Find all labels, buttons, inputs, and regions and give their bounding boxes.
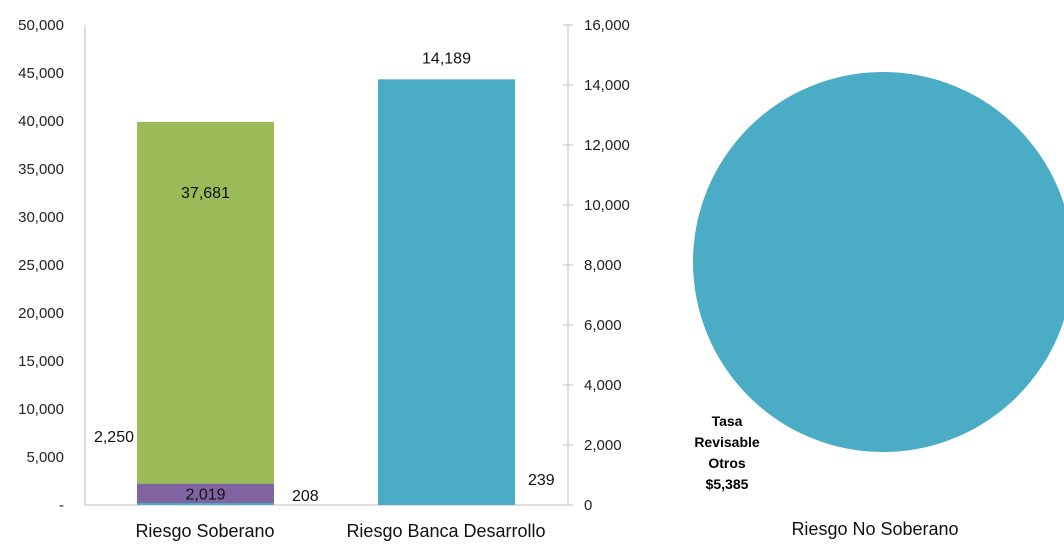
left-axis-ticks: - 5,000 10,000 15,000 20,000 25,000 30,000 35,0… xyxy=(18,17,64,514)
bar-series xyxy=(137,79,515,505)
data-label: 239 xyxy=(528,472,555,489)
left-tick-label: 15,000 xyxy=(18,353,64,370)
left-tick-label: 25,000 xyxy=(18,257,64,274)
pie-slice-label: Tasa xyxy=(712,413,743,429)
bar-segment xyxy=(137,121,274,484)
bar-segment xyxy=(378,79,515,505)
pie-slice-label: Otros xyxy=(708,455,746,471)
left-tick-label: 20,000 xyxy=(18,305,64,322)
data-label: 37,681 xyxy=(181,185,230,202)
category-label-riesgo-banca-desarrollo: Riesgo Banca Desarrollo xyxy=(346,521,545,541)
left-tick-label: 40,000 xyxy=(18,113,64,130)
left-tick-label: 35,000 xyxy=(18,161,64,178)
pie-slice-label: $5,385 xyxy=(706,476,749,492)
right-tick-label: 10,000 xyxy=(584,197,630,214)
left-tick-label: 10,000 xyxy=(18,401,64,418)
left-tick-label: 50,000 xyxy=(18,17,64,34)
pie-slice-label: Revisable xyxy=(694,434,760,450)
left-tick-label: 45,000 xyxy=(18,65,64,82)
bar-data-labels: 208 2,019 37,681 2,250 14,189 239 xyxy=(94,50,555,505)
data-label: 14,189 xyxy=(422,50,471,67)
data-label: 2,250 xyxy=(94,429,134,446)
left-tick-label: 30,000 xyxy=(18,209,64,226)
left-tick-label: 5,000 xyxy=(26,449,64,466)
right-axis-ticks: 0 2,000 4,000 6,000 8,000 10,000 12,000 14,000 1… xyxy=(563,17,630,514)
left-tick-label: - xyxy=(59,497,64,514)
right-tick-label: 12,000 xyxy=(584,137,630,154)
right-tick-label: 2,000 xyxy=(584,437,622,454)
right-tick-label: 4,000 xyxy=(584,377,622,394)
category-label-riesgo-soberano: Riesgo Soberano xyxy=(135,521,274,541)
right-tick-label: 14,000 xyxy=(584,77,630,94)
pie-category-label: Riesgo No Soberano xyxy=(791,519,958,539)
data-label: 208 xyxy=(292,488,319,505)
pie-slice xyxy=(693,72,1064,452)
data-label: 2,019 xyxy=(185,486,225,503)
right-tick-label: 6,000 xyxy=(584,317,622,334)
right-tick-label: 8,000 xyxy=(584,257,622,274)
pie-chart: Tasa Revisable Otros $5,385 xyxy=(693,72,1064,492)
right-tick-label: 16,000 xyxy=(584,17,630,34)
right-tick-label: 0 xyxy=(584,497,592,514)
bar-segment xyxy=(137,483,274,504)
bar-segment xyxy=(137,503,274,505)
